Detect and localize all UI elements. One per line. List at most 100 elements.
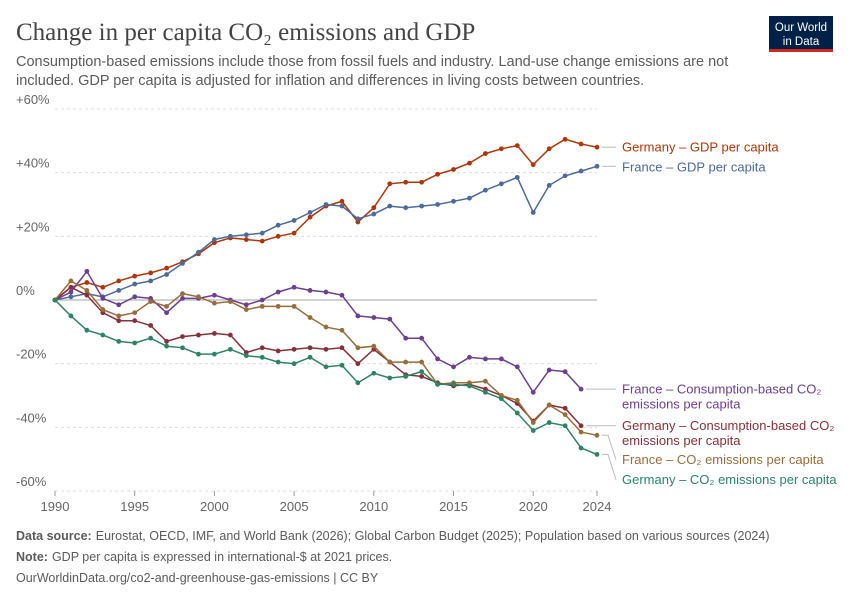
data-point [403,335,409,341]
y-tick-label: +20% [16,219,50,234]
data-point [339,345,345,351]
data-point [275,289,281,295]
x-tick-label: 2010 [359,499,388,514]
data-point [196,249,201,255]
data-point [323,289,329,295]
data-point [68,278,74,284]
data-point [339,198,345,204]
data-point [212,237,217,242]
data-point [594,451,600,457]
data-point [196,351,201,357]
data-point [116,313,122,319]
data-point [435,171,440,177]
data-point [483,378,488,384]
x-tick-label: 2024 [583,499,612,514]
data-point [435,381,440,387]
y-tick-label: -60% [16,474,47,489]
data-point [164,343,169,349]
data-point [291,346,297,352]
subtitle-line: Consumption-based emissions include thos… [16,54,728,70]
data-point [514,175,520,180]
data-point [100,332,106,338]
data-point [307,210,313,215]
data-point [514,143,520,149]
data-point [180,296,185,301]
data-point [562,412,568,417]
data-point [435,202,440,207]
data-point [68,313,74,319]
data-point [546,402,552,408]
data-point [148,270,154,276]
data-point [164,265,169,271]
data-point [164,272,169,277]
data-point [243,237,249,242]
url[interactable]: OurWorldinData.org/co2-and-greenhouse-ga… [16,571,379,585]
legend-label[interactable]: France – Consumption-based CO₂ emissions … [622,382,821,412]
data-point [403,205,409,211]
x-tick-label: 1990 [41,499,70,514]
data-point [164,303,169,309]
data-point [291,230,297,236]
data-point [498,356,504,362]
data-point [562,369,568,375]
data-point [100,307,106,312]
data-point [371,343,377,349]
data-point [227,233,233,239]
legend-label[interactable]: Germany – Consumption-based CO₂ emissions… [622,418,834,448]
data-point [116,318,122,324]
data-point [116,302,122,308]
note: Note: GDP per capita is expressed in inte… [16,550,392,564]
x-tick-label: 2020 [519,499,548,514]
data-point [339,327,345,333]
data-point [498,146,504,152]
legend-label[interactable]: France – GDP per capita [622,160,766,175]
data-point [52,297,58,303]
data-point [530,210,536,215]
logo-box[interactable] [769,16,833,52]
label-connector [602,434,617,460]
data-point [530,420,536,425]
data-point [371,205,377,211]
data-point [546,367,552,373]
data-point [307,315,313,320]
data-point [562,423,568,429]
legend-label[interactable]: Germany – CO₂ emissions per capita [622,472,837,487]
data-point [355,313,361,319]
source-text: Eurostat, OECD, IMF, and World Bank (202… [96,529,770,543]
data-point [387,203,393,209]
legend-label[interactable]: France – CO₂ emissions per capita [622,452,824,467]
data-point [212,331,217,336]
data-point [467,383,472,389]
data-point [323,364,329,370]
series-line [54,286,582,427]
data-point [291,284,297,290]
x-tick-label: 2015 [439,499,468,514]
data-point [132,273,138,279]
data-point [275,303,281,309]
note-label: Note: [16,550,48,564]
data-point [514,397,520,403]
data-point [100,296,106,301]
data-point [562,405,568,411]
data-point [578,445,584,451]
data-point [259,297,265,303]
data-point [148,278,154,284]
legend-label[interactable]: Germany – GDP per capita [622,140,779,155]
data-point [84,288,90,293]
y-tick-label: +40% [16,156,50,171]
data-point [227,346,233,352]
series-line [54,270,582,394]
data-point [467,160,472,166]
data-point [323,324,329,330]
data-point [212,300,217,306]
data-point [387,181,393,187]
y-tick-label: -40% [16,410,47,425]
data-point [339,292,345,298]
data-point [355,380,361,386]
data-point [196,294,201,300]
data-point [467,354,472,360]
data-point [307,214,313,220]
data-point [355,345,361,351]
data-point [594,432,600,438]
data-point [403,359,409,365]
